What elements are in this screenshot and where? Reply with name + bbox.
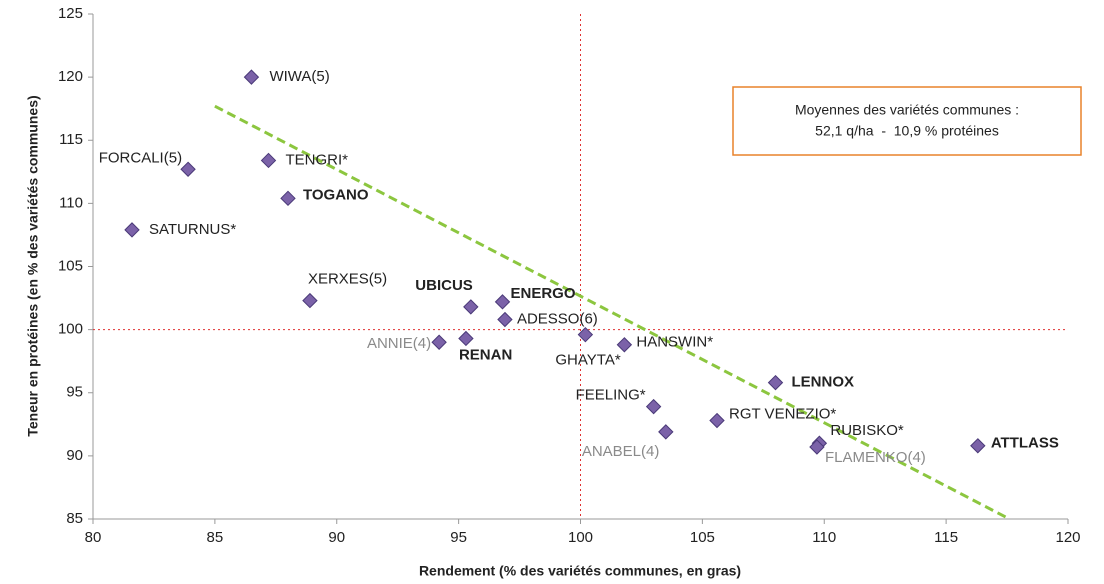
y-tick-label: 125 xyxy=(58,5,83,22)
point-label: TENGRI* xyxy=(286,151,349,168)
point-label: TOGANO xyxy=(303,186,369,203)
point-label: ATTLASS xyxy=(991,435,1059,452)
point-label: HANSWIN* xyxy=(636,334,713,351)
point-label: RENAN xyxy=(459,346,512,363)
point-label: ANABEL(4) xyxy=(582,443,660,460)
x-tick-label: 95 xyxy=(450,529,467,546)
data-point xyxy=(458,330,474,347)
point-label: LENNOX xyxy=(792,374,855,391)
data-point xyxy=(463,299,479,315)
data-point xyxy=(658,424,674,440)
x-tick-label: 110 xyxy=(812,529,836,546)
trendline xyxy=(214,104,1011,521)
x-axis-title: Rendement (% des variétés communes, en g… xyxy=(419,563,741,579)
x-tick-label: 90 xyxy=(328,529,345,546)
point-label: RGT VENEZIO* xyxy=(729,405,836,422)
y-tick-label: 105 xyxy=(58,257,83,274)
y-tick-label: 95 xyxy=(66,384,83,401)
y-tick-label: 90 xyxy=(66,447,83,464)
point-label: WIWA(5) xyxy=(269,68,329,85)
data-point xyxy=(970,438,986,454)
x-tick-label: 105 xyxy=(690,529,715,546)
data-point xyxy=(767,374,784,391)
x-tick-label: 120 xyxy=(1055,529,1080,546)
point-label: RUBISKO* xyxy=(830,422,904,439)
x-tick-label: 80 xyxy=(85,529,102,546)
point-label: FLAMENKO(4) xyxy=(825,449,926,466)
data-point xyxy=(494,294,511,310)
annotation-line: Moyennes des variétés communes : xyxy=(795,102,1019,118)
y-tick-label: 110 xyxy=(59,194,83,211)
x-tick-label: 85 xyxy=(207,529,224,546)
annotation-box xyxy=(732,86,1082,156)
point-label: ANNIE(4) xyxy=(367,335,431,352)
data-point xyxy=(243,69,260,85)
data-point xyxy=(809,439,825,455)
data-point xyxy=(280,190,296,207)
data-point xyxy=(302,292,318,309)
point-label: XERXES(5) xyxy=(308,271,387,288)
point-label: UBICUS xyxy=(415,277,473,294)
point-label: ENERGO xyxy=(511,285,576,302)
data-point xyxy=(260,152,277,169)
y-tick-label: 85 xyxy=(66,510,83,527)
data-point xyxy=(645,398,662,415)
x-tick-label: 115 xyxy=(934,529,958,546)
annotation-line: 52,1 q/ha - 10,9 % protéines xyxy=(815,123,999,139)
point-label: FEELING* xyxy=(576,387,646,404)
y-axis-title: Teneur en protéines (en % des variétés c… xyxy=(25,95,41,436)
data-point xyxy=(431,334,447,350)
data-point xyxy=(124,222,140,238)
data-point xyxy=(709,412,725,429)
data-point xyxy=(497,311,513,328)
point-label: ADESSO(6) xyxy=(517,310,598,327)
point-label: GHAYTA* xyxy=(555,352,620,369)
point-label: SATURNUS* xyxy=(149,221,236,238)
y-tick-label: 120 xyxy=(58,68,83,85)
y-tick-label: 115 xyxy=(59,131,83,148)
data-point xyxy=(577,326,594,343)
y-tick-label: 100 xyxy=(58,321,83,338)
data-point xyxy=(616,337,633,353)
x-tick-label: 100 xyxy=(568,529,593,546)
point-label: FORCALI(5) xyxy=(99,149,182,166)
data-point xyxy=(180,161,196,177)
